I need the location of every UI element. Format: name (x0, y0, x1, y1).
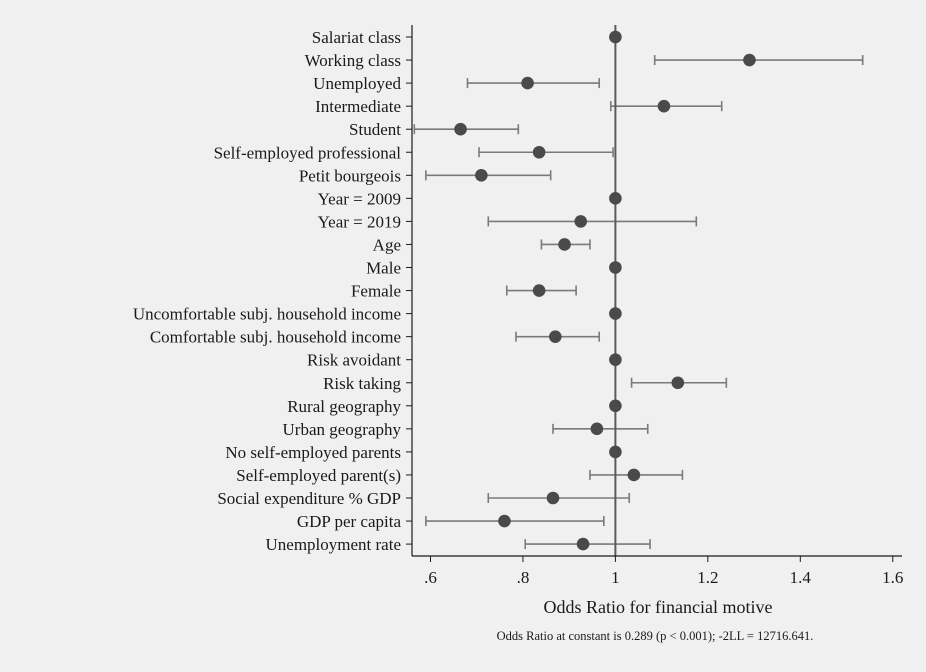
category-label: Comfortable subj. household income (150, 328, 401, 347)
estimate-point (576, 537, 590, 551)
estimate-point (627, 468, 641, 482)
category-label: Risk avoidant (307, 351, 401, 370)
category-label: Social expenditure % GDP (217, 489, 401, 508)
estimate-point (574, 215, 588, 228)
estimate-point (609, 261, 622, 274)
estimate-point (532, 284, 546, 297)
category-label: Salariat class (312, 28, 401, 47)
footnote: Odds Ratio at constant is 0.289 (p < 0.0… (497, 629, 814, 643)
category-label: GDP per capita (297, 512, 402, 531)
category-label: Uncomfortable subj. household income (133, 305, 401, 324)
category-label: Male (366, 259, 401, 278)
category-label: No self-employed parents (225, 443, 401, 462)
category-label: Rural geography (287, 397, 401, 416)
estimate-point (558, 238, 571, 251)
estimate-point (609, 30, 622, 44)
category-label: Unemployed (313, 74, 401, 93)
category-label: Intermediate (315, 97, 401, 116)
estimate-point (475, 169, 488, 182)
estimate-point (657, 99, 671, 113)
estimate-point (498, 514, 511, 528)
estimate-point (609, 192, 622, 205)
x-tick-label: 1 (611, 568, 620, 587)
estimate-point (609, 399, 622, 413)
estimate-point (521, 76, 534, 90)
x-tick-label: 1.4 (790, 568, 812, 587)
category-label: Unemployment rate (266, 535, 402, 554)
category-label: Working class (305, 51, 401, 70)
x-axis-ticks: .6 .8 1 1.2 1.4 1.6 (424, 556, 903, 587)
category-label: Self-employed professional (214, 143, 402, 162)
estimate-point (671, 376, 685, 390)
x-tick-label: .8 (517, 568, 530, 587)
category-label: Year = 2009 (318, 189, 401, 208)
x-tick-label: 1.6 (882, 568, 903, 587)
estimate-point (532, 145, 546, 159)
category-label: Female (351, 282, 401, 301)
category-label: Age (373, 235, 401, 254)
x-tick-label: .6 (424, 568, 437, 587)
category-label: Student (349, 120, 401, 139)
category-label: Year = 2019 (318, 212, 401, 231)
category-label: Urban geography (283, 420, 402, 439)
estimate-point (590, 422, 604, 436)
category-labels: Salariat class Working class Unemployed Int… (133, 28, 412, 554)
x-tick-label: 1.2 (697, 568, 718, 587)
category-label: Risk taking (323, 374, 401, 393)
x-axis-label: Odds Ratio for financial motive (544, 597, 773, 617)
estimate-point (609, 353, 622, 367)
estimate-point (454, 122, 467, 136)
estimate-point (546, 491, 560, 505)
estimate-point (549, 330, 562, 343)
category-label: Petit bourgeois (299, 166, 401, 185)
estimate-point (609, 445, 622, 459)
estimate-point (743, 53, 756, 67)
estimate-markers (454, 30, 756, 551)
category-label: Self-employed parent(s) (236, 466, 401, 485)
estimate-point (609, 307, 622, 320)
